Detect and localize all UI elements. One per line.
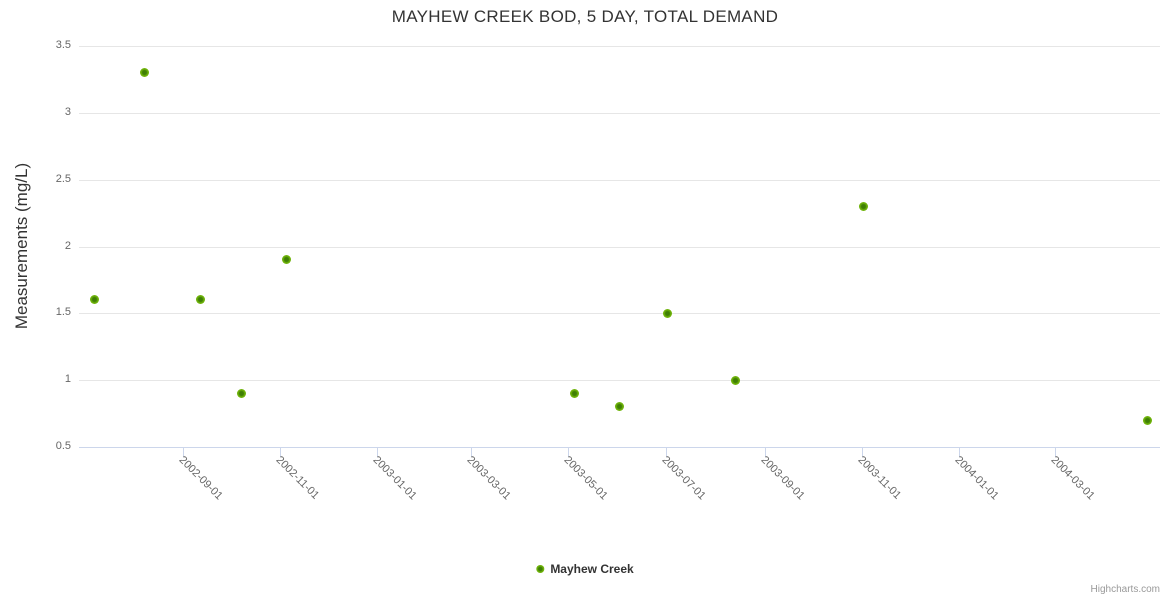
x-axis-label: 2002-09-01 [176,454,225,503]
x-axis-label: 2003-05-01 [561,454,611,503]
data-point[interactable] [731,375,741,385]
chart-title: MAYHEW CREEK BOD, 5 DAY, TOTAL DEMAND [391,7,779,26]
data-point[interactable] [858,201,868,211]
x-axis-label: 2003-07-01 [659,454,708,503]
y-axis-label: 3.5 [55,39,71,51]
x-axis-tick [959,447,961,457]
y-gridline [79,313,1160,315]
y-axis-label: 1 [64,373,71,386]
x-axis-tick [861,447,863,457]
data-point[interactable] [281,255,291,265]
x-axis-tick [471,447,473,457]
y-gridline [79,179,1160,181]
data-point[interactable] [195,295,205,305]
x-axis-label: 2004-01-01 [952,454,1001,503]
x-axis-label: 2003-01-01 [370,454,419,503]
x-axis-tick [568,447,570,457]
legend-label: Mayhew Creek [550,562,634,576]
y-gridline [79,112,1160,114]
data-point[interactable] [90,295,100,305]
legend-marker-icon [536,565,545,573]
data-point[interactable] [662,308,672,318]
y-gridline [79,380,1160,382]
y-axis-label: 0.5 [55,440,71,452]
y-axis-label: 2 [64,239,71,252]
x-axis-label: 2003-09-01 [758,454,807,503]
y-axis-label: 3 [64,105,71,118]
x-axis-tick [665,447,667,457]
y-axis-label: 2.5 [55,172,71,185]
x-axis-tick [182,447,184,457]
data-point[interactable] [139,68,149,78]
x-axis-tick [377,447,379,457]
x-axis-tick [1054,447,1056,457]
y-axis-label: 1.5 [55,306,71,319]
data-point[interactable] [237,389,247,399]
x-axis-label: 2003-11-01 [855,454,904,502]
x-axis-label: 2002-11-01 [273,454,322,502]
x-axis-tick [279,447,281,457]
data-point[interactable] [615,402,624,412]
y-gridline [79,46,1160,47]
y-gridline [79,246,1160,248]
x-axis-label: 2003-03-01 [464,454,514,503]
x-axis-line [79,447,1160,448]
x-axis-label: 2004-03-01 [1048,454,1097,503]
x-axis-tick [764,447,766,457]
data-point[interactable] [1142,415,1152,425]
data-point[interactable] [570,389,580,399]
legend-item[interactable]: Mayhew Creek [536,562,634,576]
credits-link[interactable]: Highcharts.com [1090,584,1160,595]
